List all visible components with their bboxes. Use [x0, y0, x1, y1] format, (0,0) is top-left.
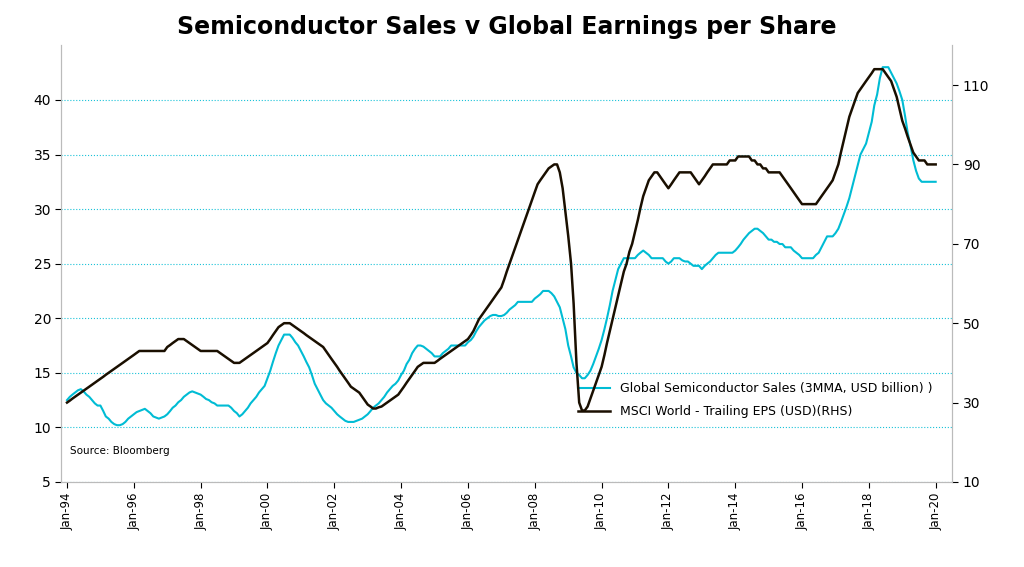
Text: Source: Bloomberg: Source: Bloomberg: [71, 446, 170, 456]
Title: Semiconductor Sales v Global Earnings per Share: Semiconductor Sales v Global Earnings pe…: [177, 15, 837, 39]
Legend: Global Semiconductor Sales (3MMA, USD billion) ), MSCI World - Trailing EPS (USD: Global Semiconductor Sales (3MMA, USD bi…: [573, 377, 937, 424]
